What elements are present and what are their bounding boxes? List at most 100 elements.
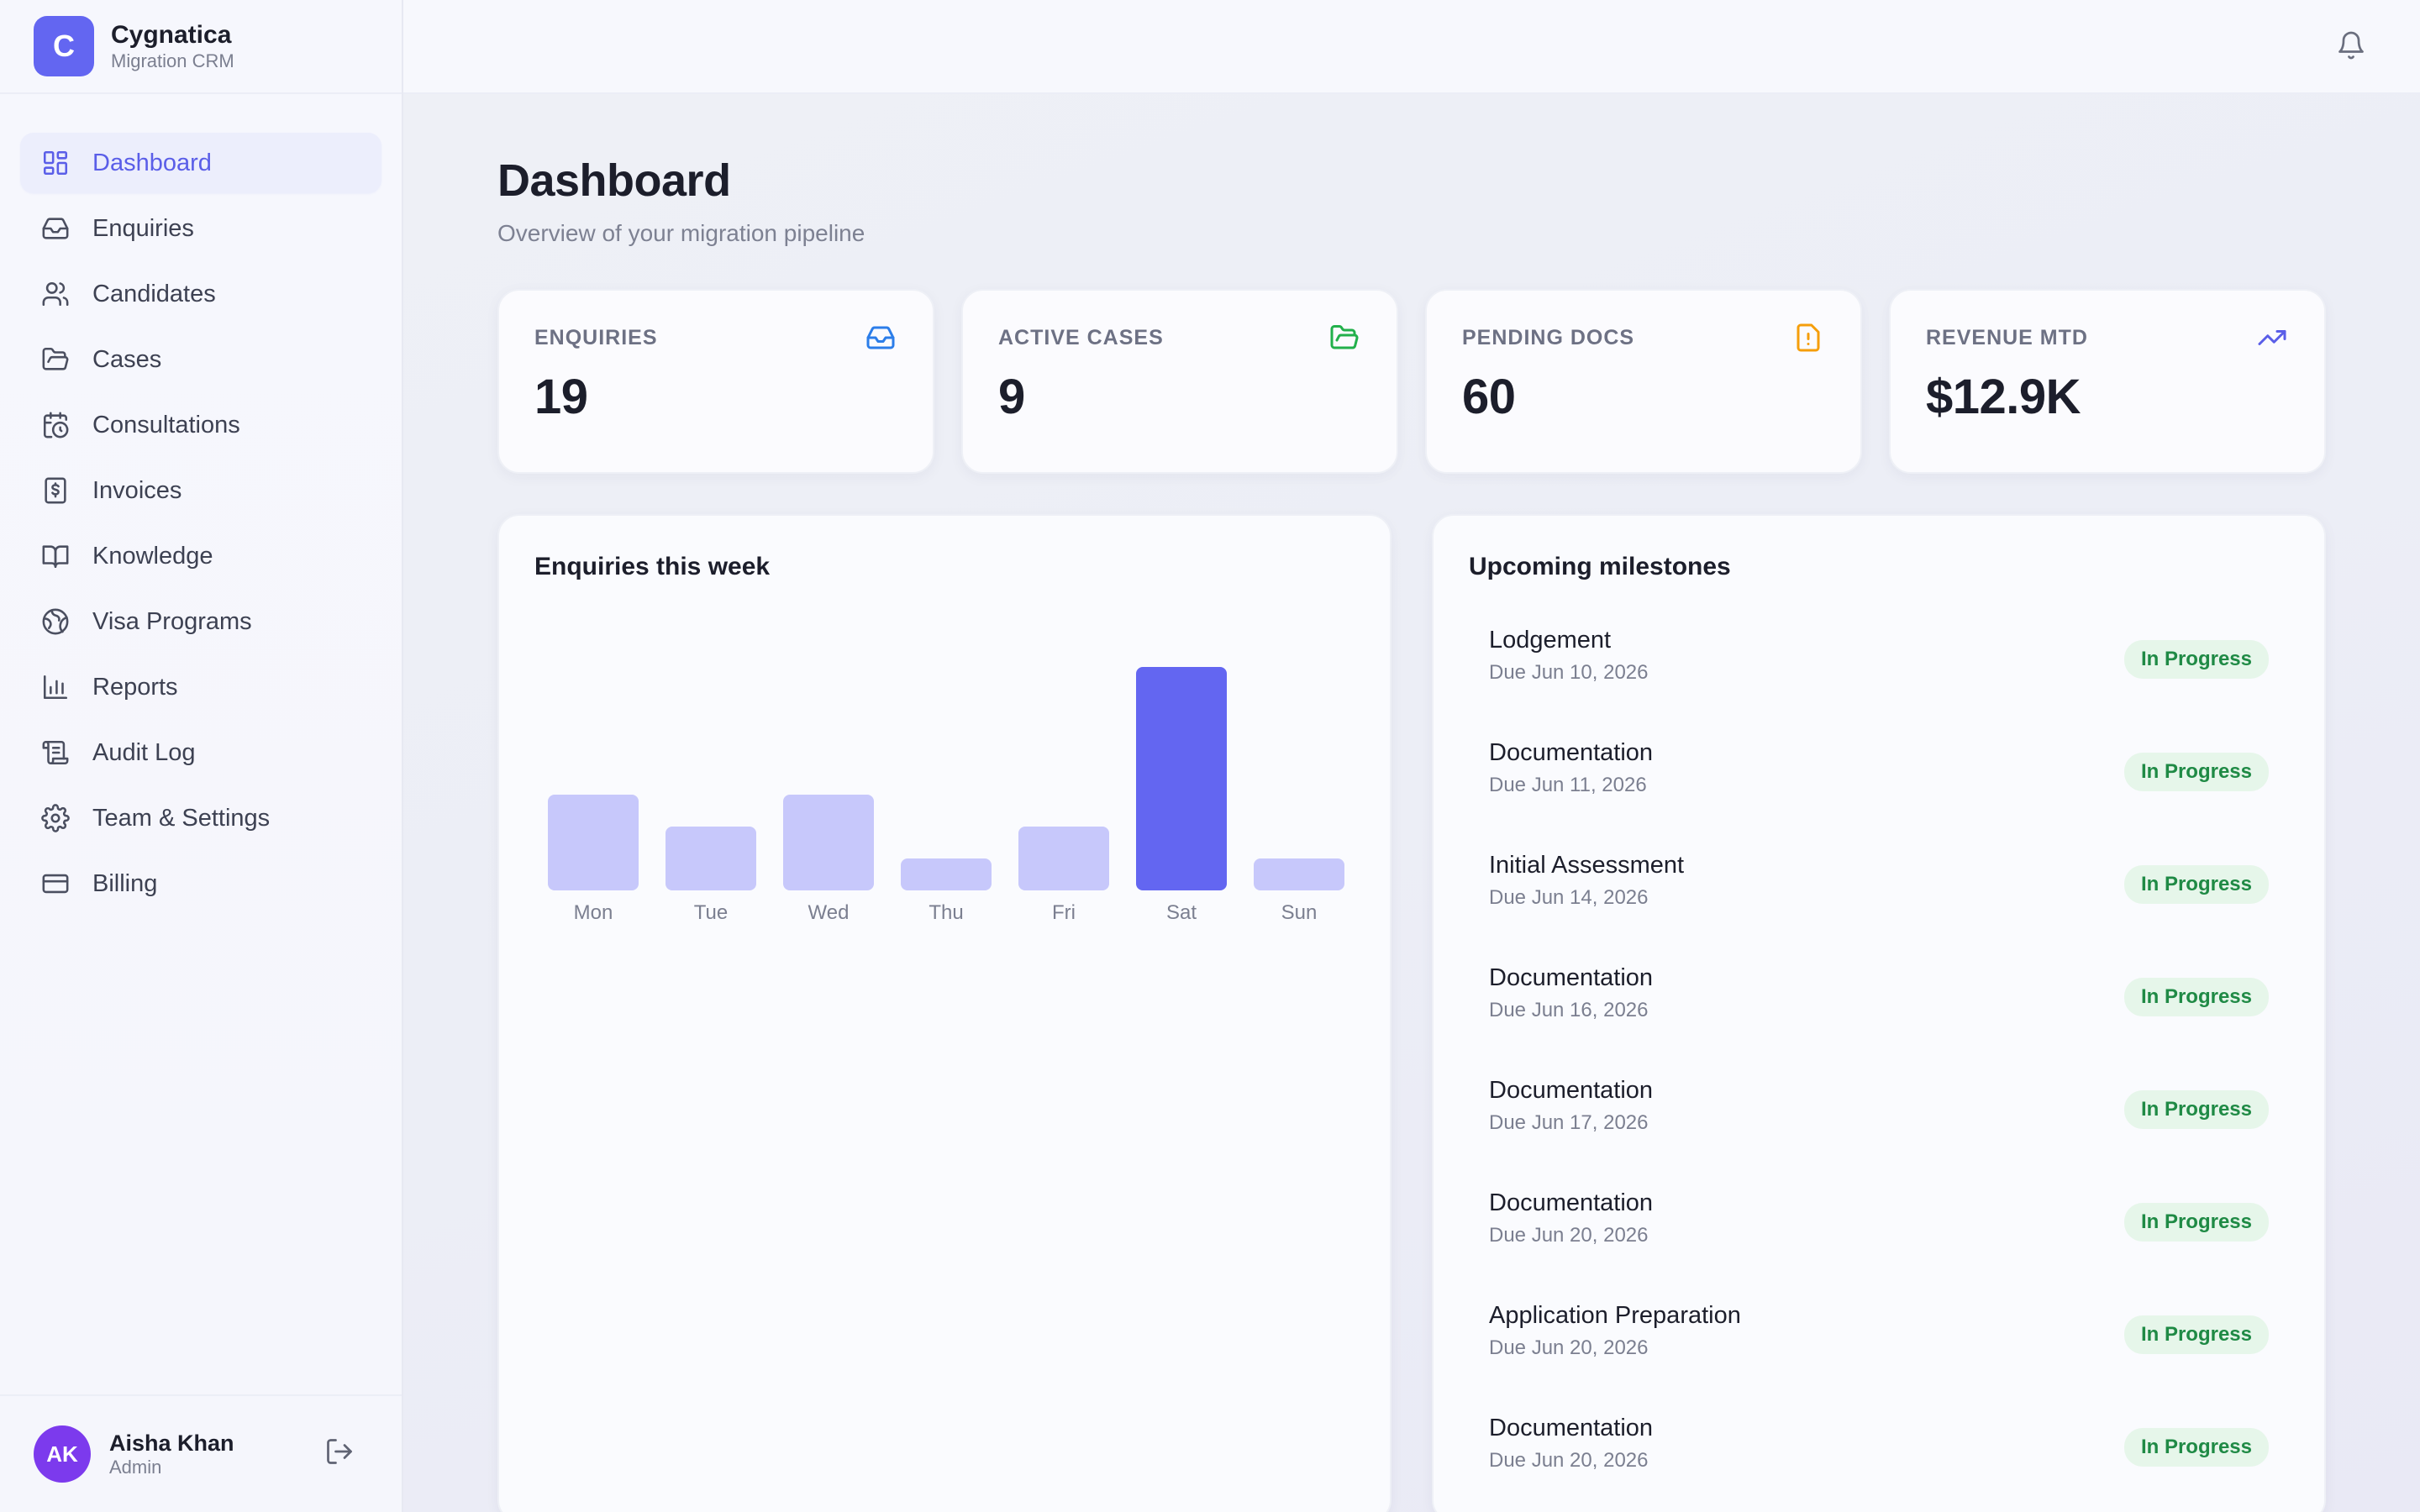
- logout-button[interactable]: [324, 1436, 358, 1470]
- milestone-title: Lodgement: [1489, 627, 1612, 654]
- sidebar-nav: Dashboard Enquiries Candidates Cases: [0, 94, 402, 914]
- brand-name: Cygnatica: [111, 21, 232, 49]
- sidebar-item-visa-programs[interactable]: Visa Programs: [20, 591, 381, 652]
- avatar[interactable]: AK: [34, 1425, 91, 1483]
- milestone-row[interactable]: Documentation Due Jun 20, 2026 In Progress: [1489, 1403, 2269, 1512]
- milestone-row[interactable]: Initial Assessment Due Jun 14, 2026 In Pro…: [1489, 840, 2269, 953]
- milestone-row[interactable]: Documentation Due Jun 17, 2026 In Progress: [1489, 1065, 2269, 1178]
- stat-card-revenue-mtd[interactable]: REVENUE MTD $12.9K: [1889, 289, 2326, 474]
- brand-logo: C: [34, 16, 94, 76]
- bar-wed[interactable]: [783, 795, 874, 890]
- stat-label: ENQUIRIES: [534, 326, 658, 349]
- sidebar-item-invoices[interactable]: Invoices: [20, 460, 381, 521]
- stat-card-enquiries[interactable]: ENQUIRIES 19: [497, 289, 934, 474]
- sidebar-item-label: Invoices: [92, 476, 182, 504]
- sidebar-item-label: Consultations: [92, 411, 240, 438]
- status-badge: In Progress: [2123, 978, 2269, 1016]
- status-badge: In Progress: [2123, 753, 2269, 791]
- sidebar-item-cases[interactable]: Cases: [20, 329, 381, 390]
- sidebar-item-team-settings[interactable]: Team & Settings: [20, 788, 381, 848]
- stat-value: 60: [1462, 370, 1516, 424]
- sidebar-item-consultations[interactable]: Consultations: [20, 395, 381, 455]
- milestone-due-date: Due Jun 20, 2026: [1489, 1224, 1649, 1247]
- bar-tue[interactable]: [666, 827, 756, 890]
- panel-title: Upcoming milestones: [1469, 553, 1731, 580]
- bar-mon[interactable]: [548, 795, 639, 890]
- bar-sun[interactable]: [1254, 858, 1344, 890]
- x-tick-label: Wed: [808, 901, 850, 924]
- dollar-receipt-icon: [40, 475, 71, 506]
- x-tick-label: Sun: [1281, 901, 1318, 924]
- dashboard-content: Dashboard Overview of your migration pip…: [403, 155, 2420, 1512]
- sidebar-item-label: Knowledge: [92, 542, 213, 570]
- bar-chart: Mon Tue Wed Thu Fri Sat Sun: [534, 633, 1358, 924]
- stat-card-pending-docs[interactable]: PENDING DOCS 60: [1425, 289, 1862, 474]
- milestone-row[interactable]: Documentation Due Jun 16, 2026 In Progress: [1489, 953, 2269, 1065]
- status-badge: In Progress: [2123, 865, 2269, 904]
- sidebar-item-dashboard[interactable]: Dashboard: [20, 133, 381, 193]
- bar-chart-svg: Mon Tue Wed Thu Fri Sat Sun: [548, 667, 1344, 924]
- milestone-row[interactable]: Lodgement Due Jun 10, 2026 In Progress: [1489, 615, 2269, 727]
- sidebar-item-label: Team & Settings: [92, 804, 271, 832]
- stat-value: $12.9K: [1926, 370, 2081, 424]
- x-tick-label: Sat: [1166, 901, 1197, 924]
- book-icon: [40, 541, 71, 571]
- status-badge: In Progress: [2123, 640, 2269, 679]
- logout-icon: [327, 1439, 352, 1464]
- bar-thu[interactable]: [901, 858, 992, 890]
- users-icon: [40, 279, 71, 309]
- stats-row: ENQUIRIES 19 ACTIVE CASES 9 PENDING DOCS…: [497, 289, 2420, 474]
- milestone-due-date: Due Jun 20, 2026: [1489, 1336, 1649, 1359]
- x-tick-label: Thu: [929, 901, 963, 924]
- sidebar-item-billing[interactable]: Billing: [20, 853, 381, 914]
- bar-sat[interactable]: [1136, 667, 1227, 890]
- page-subtitle: Overview of your migration pipeline: [497, 220, 865, 246]
- sidebar-item-candidates[interactable]: Candidates: [20, 264, 381, 324]
- gear-icon: [40, 803, 71, 833]
- brand[interactable]: C Cygnatica Migration CRM: [0, 0, 402, 94]
- sidebar-item-label: Billing: [92, 869, 158, 897]
- sidebar-item-label: Cases: [92, 345, 162, 373]
- milestone-due-date: Due Jun 16, 2026: [1489, 999, 1649, 1021]
- bar-fri[interactable]: [1018, 827, 1109, 890]
- sidebar-item-audit-log[interactable]: Audit Log: [20, 722, 381, 783]
- sidebar-item-knowledge[interactable]: Knowledge: [20, 526, 381, 586]
- brand-subtitle: Migration CRM: [111, 50, 234, 71]
- folder-icon: [40, 344, 71, 375]
- milestone-title: Documentation: [1489, 964, 1654, 991]
- stat-label: REVENUE MTD: [1926, 326, 2088, 349]
- bell-icon: [2338, 31, 2364, 60]
- milestone-title: Documentation: [1489, 739, 1654, 766]
- milestone-due-date: Due Jun 11, 2026: [1489, 774, 1647, 796]
- stat-label: ACTIVE CASES: [998, 326, 1164, 349]
- status-badge: In Progress: [2123, 1428, 2269, 1467]
- status-badge: In Progress: [2123, 1315, 2269, 1354]
- bar-chart-icon: [40, 672, 71, 702]
- milestones-panel: Upcoming milestones Lodgement Due Jun 10,…: [1432, 514, 2326, 1512]
- stat-label: PENDING DOCS: [1462, 326, 1635, 349]
- sidebar-item-label: Visa Programs: [92, 607, 252, 635]
- milestone-row[interactable]: Documentation Due Jun 11, 2026 In Progress: [1489, 727, 2269, 840]
- stat-card-active-cases[interactable]: ACTIVE CASES 9: [961, 289, 1398, 474]
- x-tick-label: Mon: [574, 901, 613, 924]
- user-role: Admin: [109, 1457, 162, 1478]
- sidebar-item-reports[interactable]: Reports: [20, 657, 381, 717]
- x-tick-label: Fri: [1052, 901, 1076, 924]
- file-alert-icon: [1793, 323, 1827, 356]
- notifications-button[interactable]: [2336, 30, 2370, 64]
- calendar-clock-icon: [40, 410, 71, 440]
- sidebar-item-enquiries[interactable]: Enquiries: [20, 198, 381, 259]
- milestone-row[interactable]: Application Preparation Due Jun 20, 2026 I…: [1489, 1290, 2269, 1403]
- main-area: Dashboard Overview of your migration pip…: [403, 0, 2420, 1512]
- folder-open-icon: [1329, 323, 1363, 356]
- globe-icon: [40, 606, 71, 637]
- panels-row: Enquiries this week Mon Tue Wed Thu Fri Sat Su…: [497, 514, 2420, 1512]
- sidebar-item-label: Dashboard: [92, 149, 212, 176]
- milestone-due-date: Due Jun 14, 2026: [1489, 886, 1649, 909]
- milestone-due-date: Due Jun 17, 2026: [1489, 1111, 1649, 1134]
- milestone-row[interactable]: Documentation Due Jun 20, 2026 In Progress: [1489, 1178, 2269, 1290]
- milestones-list: Lodgement Due Jun 10, 2026 In Progress Docu…: [1434, 581, 2324, 1512]
- inbox-icon: [40, 213, 71, 244]
- grid-icon: [40, 148, 71, 178]
- inbox-icon: [865, 323, 899, 356]
